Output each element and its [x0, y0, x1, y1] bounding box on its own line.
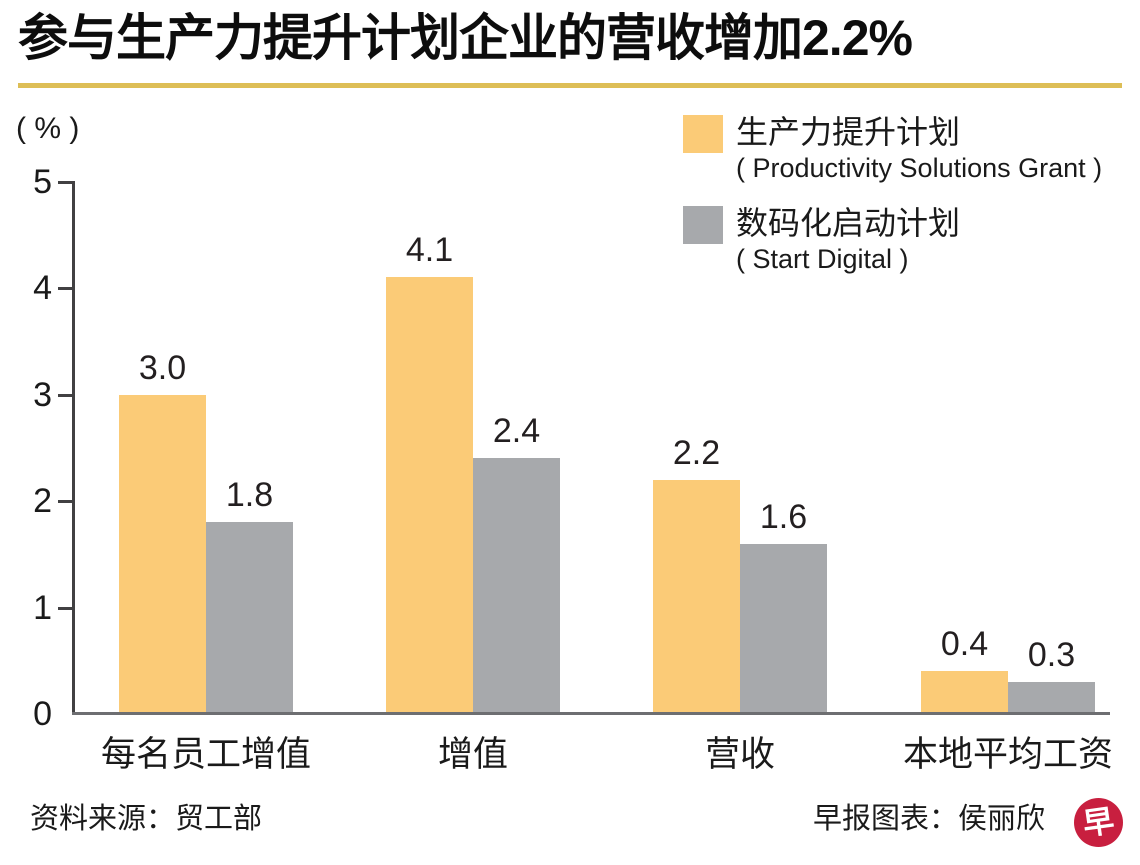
bar-psg	[119, 394, 206, 714]
bar-value-label: 1.6	[759, 497, 808, 536]
category-label: 每名员工增值	[100, 735, 311, 774]
y-axis-tick-label: 2	[33, 482, 52, 520]
y-axis-tick	[58, 393, 73, 397]
y-axis-tick	[58, 606, 73, 610]
y-axis-tick-label: 4	[33, 269, 52, 307]
legend-swatch-gray	[683, 206, 723, 244]
bar-value-label: 3.0	[138, 348, 187, 387]
bar-start-digital	[740, 543, 827, 714]
legend-label-zh: 生产力提升计划	[736, 114, 961, 150]
credit-note: 早报图表：侯丽欣	[813, 803, 1046, 835]
bar-start-digital	[473, 458, 560, 714]
legend-swatch-yellow	[683, 115, 723, 153]
bar-value-label: 1.8	[225, 476, 274, 515]
x-axis-baseline	[72, 712, 1110, 715]
y-axis-tick-label: 0	[33, 695, 52, 733]
legend-text-psg: 生产力提升计划 ( Productivity Solutions Grant )	[736, 112, 1102, 185]
y-axis-unit-label: ( % )	[16, 112, 80, 145]
legend-label-en: ( Productivity Solutions Grant )	[736, 153, 1103, 183]
bar-start-digital	[1008, 682, 1095, 714]
bar-value-label: 0.3	[1027, 636, 1076, 675]
bar-psg	[921, 671, 1008, 714]
legend-text-start-digital: 数码化启动计划 ( Start Digital )	[736, 203, 960, 276]
y-axis-tick	[58, 500, 73, 503]
bar-psg	[386, 277, 473, 714]
bar-value-label: 2.2	[672, 433, 721, 472]
category-label: 增值	[437, 735, 508, 774]
bar-value-label: 2.4	[492, 412, 541, 451]
zaobao-logo: 早	[1074, 798, 1123, 847]
legend-item-psg: 生产力提升计划 ( Productivity Solutions Grant )	[683, 112, 1102, 185]
bar-start-digital	[206, 522, 293, 714]
bar-value-label: 0.4	[940, 625, 989, 664]
y-axis-tick-label: 5	[33, 162, 52, 201]
y-axis-tick-label: 1	[33, 588, 52, 627]
legend-item-start-digital: 数码化启动计划 ( Start Digital )	[683, 203, 1102, 276]
y-axis-tick	[58, 180, 73, 184]
y-axis	[72, 181, 75, 714]
bar-psg	[653, 479, 740, 714]
bar-value-label: 4.1	[405, 231, 454, 270]
y-axis-tick-label: 3	[33, 375, 52, 414]
category-label: 营收	[704, 735, 775, 774]
legend-label-zh: 数码化启动计划	[736, 205, 961, 241]
category-label: 本地平均工资	[902, 735, 1113, 774]
title-underline	[18, 83, 1122, 88]
legend: 生产力提升计划 ( Productivity Solutions Grant )…	[683, 112, 1102, 276]
page-title: 参与生产力提升计划企业的营收增加2.2%	[18, 10, 913, 66]
y-axis-tick	[58, 287, 73, 290]
legend-label-en: ( Start Digital )	[736, 244, 909, 274]
zaobao-logo-glyph: 早	[1080, 803, 1117, 842]
source-note: 资料来源：贸工部	[30, 803, 263, 835]
